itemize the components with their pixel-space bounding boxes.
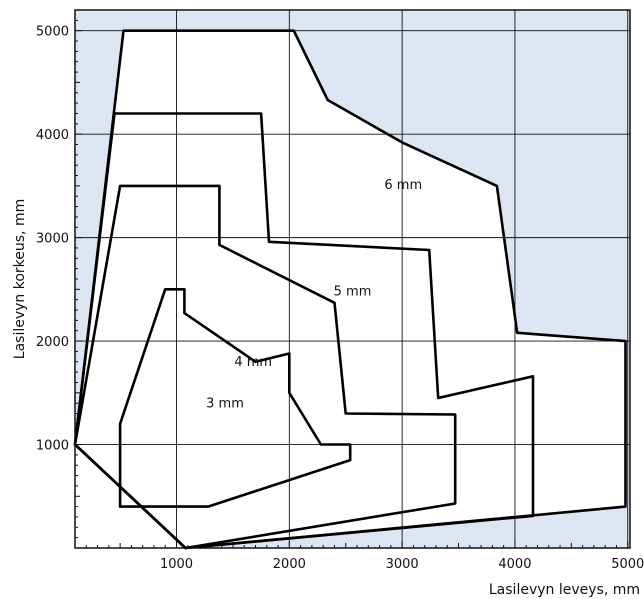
- x-tick-label: 3000: [386, 557, 419, 572]
- x-tick-label: 1000: [160, 557, 193, 572]
- y-tick-label: 2000: [36, 335, 69, 350]
- curve-label: 6 mm: [384, 178, 422, 193]
- x-tick-label: 4000: [498, 557, 531, 572]
- allowed-region: [75, 30, 626, 548]
- x-axis-title: Lasilevyn leveys, mm: [489, 582, 640, 598]
- curve-label: 4 mm: [234, 355, 272, 370]
- y-tick-label: 5000: [36, 25, 69, 40]
- x-tick-label: 2000: [273, 557, 306, 572]
- series-line-3-mm: [118, 288, 352, 508]
- y-axis-title: Lasilevyn korkeus, mm: [12, 199, 28, 359]
- series-line-4-mm: [73, 184, 457, 550]
- y-axis: 1000 2000 3000 4000 5000: [36, 9, 82, 549]
- x-axis: 1000 2000 3000 4000 5000: [74, 541, 644, 572]
- y-tick-label: 4000: [36, 128, 69, 143]
- series-curves: [73, 29, 627, 550]
- y-tick-label: 1000: [36, 439, 69, 454]
- x-tick-label: 5000: [611, 557, 644, 572]
- y-tick-label: 3000: [36, 232, 69, 247]
- curve-label: 5 mm: [334, 285, 372, 300]
- series-line-6-mm: [73, 29, 627, 550]
- curve-label: 3 mm: [206, 396, 244, 411]
- curve-labels: 3 mm 4 mm 5 mm 6 mm: [206, 178, 422, 411]
